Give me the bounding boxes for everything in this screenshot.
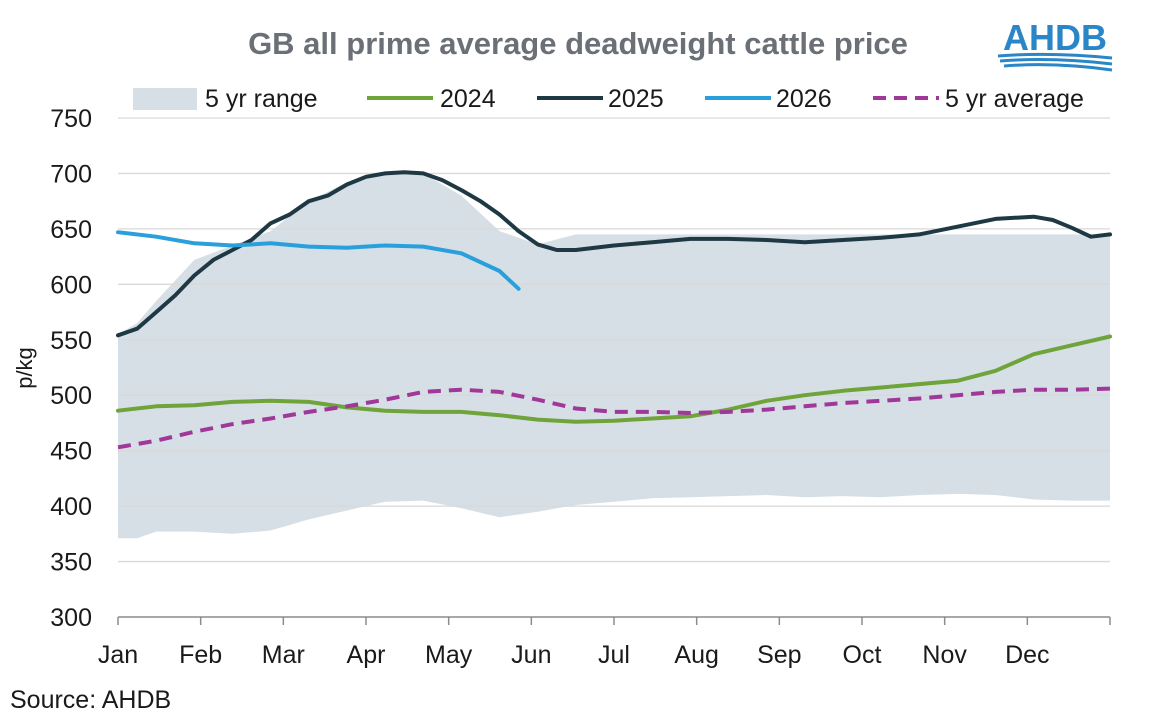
legend-label-2026: 2026 [776,85,832,113]
logo-wave-2 [999,58,1113,66]
logo-text: AHDB [1003,17,1107,58]
legend-label-2024: 2024 [440,85,496,113]
y-tick-label: 750 [50,105,92,133]
x-axis: Jan Feb Mar Apr May Jun Jul Aug Sep Oct Nov Dec [98,616,1111,669]
y-tick-label: 500 [50,382,92,410]
ahdb-logo: AHDB [997,17,1113,72]
logo-wave-1 [997,52,1113,60]
x-tick-label: Aug [674,641,718,669]
x-tick-label: Jan [98,641,138,669]
y-tick-label: 300 [50,604,92,632]
chart-title: GB all prime average deadweight cattle p… [248,26,908,61]
x-tick-label: Jul [598,641,630,669]
x-tick-label: Feb [179,641,222,669]
series-line-5-yr-average [117,386,1111,450]
y-tick-label: 400 [50,493,92,521]
x-tick-label: Apr [347,641,386,669]
series-lines [116,170,1112,450]
legend-label-range: 5 yr range [205,85,318,113]
y-tick-label: 600 [50,271,92,299]
range-band-group [118,172,1110,539]
x-tick-label: Sep [757,641,801,669]
x-tick-label: Oct [843,641,882,669]
y-tick-label: 650 [50,216,92,244]
legend-label-2025: 2025 [608,85,664,113]
x-tick-label: Jun [511,641,551,669]
y-tick-label: 350 [50,549,92,577]
x-tick-label: Dec [1005,641,1049,669]
y-tick-label: 450 [50,438,92,466]
series-line-2026 [116,230,521,291]
range-band [118,172,1110,539]
y-axis: 300 350 400 450 500 550 600 650 700 750 [50,105,92,632]
legend-label-5yr-average: 5 yr average [945,85,1084,113]
logo-wave-3 [1003,63,1113,72]
legend: 5 yr range 2024 2025 2026 5 yr average [133,85,1084,113]
series-line-2024 [116,334,1112,424]
legend-swatch-range [133,88,197,110]
x-tick-label: May [425,641,473,669]
y-tick-label: 550 [50,327,92,355]
y-axis-label: p/kg [12,347,37,389]
y-tick-label: 700 [50,160,92,188]
x-tick-label: Nov [922,641,967,669]
x-tick-label: Mar [262,641,305,669]
source-note: Source: AHDB [10,686,171,714]
